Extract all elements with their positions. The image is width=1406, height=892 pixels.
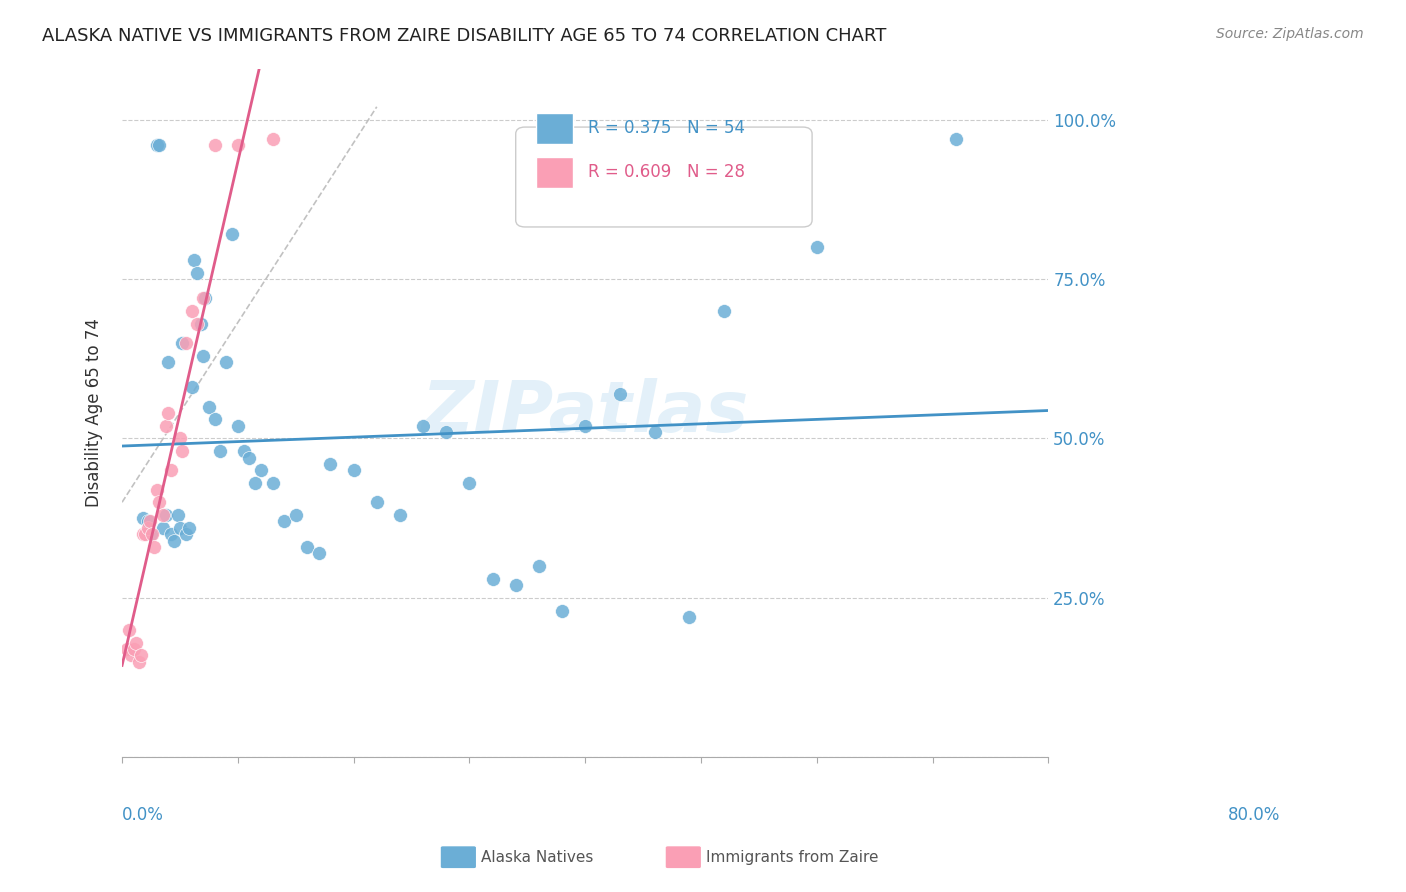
Point [179, 521, 201, 535]
Point [125, 635, 148, 649]
Point [136, 515, 159, 529]
Text: 80.0%: 80.0% [1227, 805, 1279, 823]
Point [174, 335, 197, 350]
Point [146, 483, 169, 497]
Point [204, 138, 226, 153]
Text: Source: ZipAtlas.com: Source: ZipAtlas.com [1216, 27, 1364, 41]
Bar [536, 113, 574, 145]
Point [262, 131, 284, 145]
Point [139, 527, 162, 541]
Point [186, 317, 208, 331]
Point [458, 476, 481, 491]
Point [527, 559, 550, 574]
Point [806, 240, 828, 254]
Point [191, 349, 214, 363]
Point [146, 138, 169, 153]
Point [174, 527, 197, 541]
Point [190, 317, 212, 331]
Point [122, 642, 145, 657]
Point [713, 304, 735, 318]
Bar [536, 157, 574, 187]
Point [157, 355, 180, 369]
Point [139, 515, 162, 529]
Point [204, 412, 226, 426]
Point [198, 400, 221, 414]
Point [152, 508, 174, 522]
Point [128, 655, 150, 669]
Point [412, 418, 434, 433]
Point [183, 252, 205, 267]
Point [191, 291, 214, 305]
Point [388, 508, 411, 522]
Point [366, 495, 388, 509]
Point [148, 138, 170, 153]
Point [143, 540, 166, 554]
Point [221, 227, 243, 242]
Point [148, 495, 170, 509]
Point [115, 642, 138, 657]
Point [238, 450, 260, 465]
Point [180, 380, 202, 394]
Point [152, 521, 174, 535]
Point [141, 527, 163, 541]
Point [284, 508, 307, 522]
Text: R = 0.609   N = 28: R = 0.609 N = 28 [588, 163, 745, 181]
Point [159, 463, 181, 477]
Point [169, 432, 191, 446]
Point [245, 476, 267, 491]
Point [644, 425, 666, 439]
Point [155, 508, 177, 522]
Point [134, 527, 156, 541]
Point [118, 623, 141, 637]
Point [505, 578, 527, 592]
Text: Immigrants from Zaire: Immigrants from Zaire [706, 850, 879, 864]
Point [209, 444, 232, 458]
Point [434, 425, 457, 439]
Point [297, 540, 319, 554]
Point [194, 291, 217, 305]
Point [308, 546, 330, 560]
Text: Alaska Natives: Alaska Natives [481, 850, 593, 864]
Point [319, 457, 342, 471]
Point [250, 463, 273, 477]
Text: 0.0%: 0.0% [122, 805, 165, 823]
Point [226, 418, 249, 433]
Y-axis label: Disability Age 65 to 74: Disability Age 65 to 74 [86, 318, 103, 508]
Point [574, 418, 596, 433]
Point [159, 527, 181, 541]
Point [155, 418, 177, 433]
Point [215, 355, 238, 369]
Point [343, 463, 366, 477]
Point [609, 387, 631, 401]
Point [180, 304, 202, 318]
Point [186, 266, 208, 280]
Point [172, 444, 194, 458]
Point [157, 406, 180, 420]
Point [226, 138, 249, 153]
Point [129, 648, 152, 663]
Point [132, 527, 155, 541]
FancyBboxPatch shape [516, 127, 813, 227]
Text: R = 0.375   N = 54: R = 0.375 N = 54 [588, 120, 745, 137]
Point [232, 444, 254, 458]
Point [166, 508, 188, 522]
Point [169, 521, 191, 535]
Text: ZIPatlas: ZIPatlas [422, 378, 749, 448]
Point [945, 131, 967, 145]
Point [172, 335, 194, 350]
Text: ALASKA NATIVE VS IMMIGRANTS FROM ZAIRE DISABILITY AGE 65 TO 74 CORRELATION CHART: ALASKA NATIVE VS IMMIGRANTS FROM ZAIRE D… [42, 27, 887, 45]
Point [481, 572, 503, 586]
Point [132, 511, 155, 525]
Point [678, 610, 700, 624]
Point [120, 648, 142, 663]
Point [163, 533, 186, 548]
Point [136, 521, 159, 535]
Point [551, 604, 574, 618]
Point [273, 515, 295, 529]
Point [262, 476, 284, 491]
